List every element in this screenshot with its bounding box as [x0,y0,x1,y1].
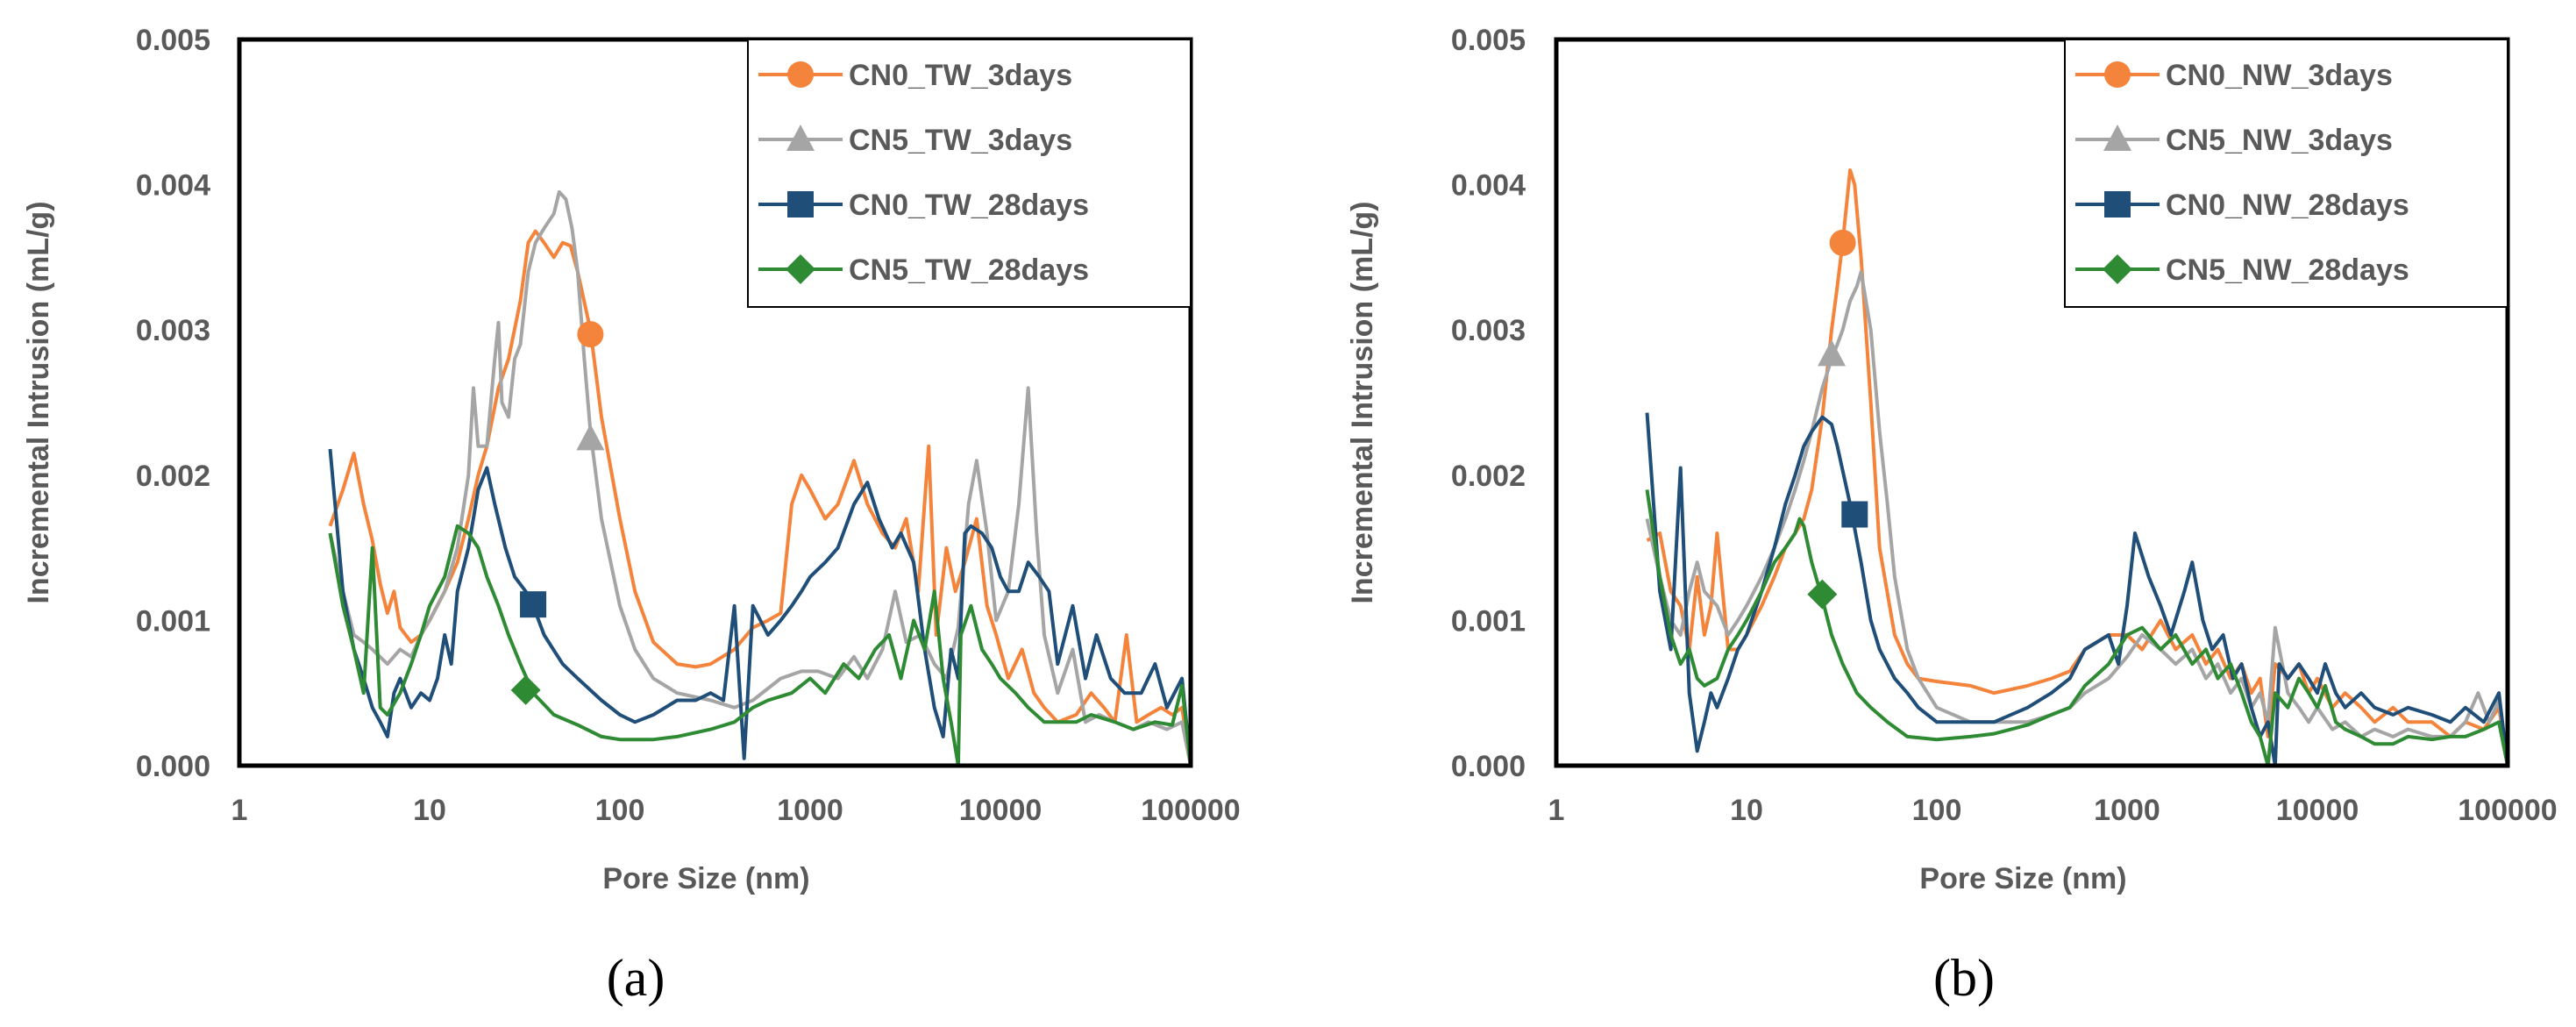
y-tick-label: 0.002 [136,460,210,493]
y-tick-label: 0.004 [1451,169,1526,203]
legend: CN0_TW_3days CN5_TW_3days CN0_TW_28days CN5… [747,39,1192,308]
series-marker-CN5_NW_3days [1818,339,1847,367]
y-tick-label: 0.001 [1451,604,1526,638]
legend-label: CN0_TW_28days [849,189,1089,222]
y-axis-label: Incremental Intrusion (mL/g) [22,201,55,603]
x-tick-label: 10000 [2276,794,2359,827]
series-line-CN5_TW_3days [328,189,1191,766]
legend-marker-CN5_NW_28days [2103,254,2132,284]
y-tick-label: 0.004 [136,169,210,203]
legend: CN0_NW_3days CN5_NW_3days CN0_NW_28days CN5… [2064,39,2508,308]
x-tick-label: 10000 [959,794,1042,827]
x-tick-label: 1 [231,794,248,827]
x-tick-label: 1000 [2094,794,2160,827]
x-axis-label: Pore Size (nm) [1919,862,2126,895]
series-marker-CN5_TW_3days [576,424,605,451]
x-tick-label: 100000 [2458,794,2557,827]
legend-marker-CN0_TW_28days [787,191,814,218]
series-marker-CN0_TW_28days [520,591,547,618]
x-tick-label: 1000 [777,794,843,827]
x-tick-label: 100 [1912,794,1962,827]
x-tick-label: 1 [1548,794,1565,827]
series-marker-CN5_NW_28days [1807,579,1838,610]
legend-label: CN5_NW_28days [2166,253,2409,287]
y-tick-label: 0.000 [136,750,210,783]
legend-label: CN0_TW_3days [849,59,1072,92]
series-marker-CN5_TW_28days [510,674,541,705]
legend-label: CN5_NW_3days [2166,124,2393,157]
y-tick-label: 0.002 [1451,460,1526,493]
series-line-CN0_NW_28days [1645,412,2508,766]
x-tick-label: 10 [1730,794,1763,827]
chart-panel-a: 0.000 0.001 0.002 0.003 0.004 0.005 1 10 100 1000… [22,24,1241,1007]
chart-panel-b: 0.000 0.001 0.002 0.003 0.004 0.005 1 10 100 1000… [1346,24,2558,1007]
legend-label: CN5_TW_3days [849,124,1072,157]
series-marker-CN0_NW_3days [1829,229,1856,256]
plot-border [237,37,1193,768]
series-line-CN5_NW_28days [1645,489,2508,766]
y-tick-label: 0.003 [1451,314,1526,347]
plot-border [1554,37,2510,768]
legend-label: CN0_NW_3days [2166,59,2393,92]
series-line-CN0_TW_28days [328,448,1191,766]
legend-marker-CN5_TW_28days [786,254,815,284]
x-axis-label: Pore Size (nm) [602,862,809,895]
y-axis-label: Incremental Intrusion (mL/g) [1346,201,1379,603]
series-marker-CN0_TW_3days [577,321,604,348]
legend-box [747,39,1192,308]
y-tick-label: 0.005 [136,24,210,57]
panel-caption: (b) [1933,949,1995,1007]
y-tick-label: 0.005 [1451,24,1526,57]
panel-caption: (a) [607,949,665,1007]
legend-marker-CN0_NW_3days [2104,61,2131,88]
legend-label: CN0_NW_28days [2166,189,2409,222]
x-tick-label: 100 [595,794,645,827]
y-tick-label: 0.000 [1451,750,1526,783]
legend-marker-CN5_TW_3days [786,125,815,151]
legend-box [2064,39,2508,308]
legend-marker-CN0_NW_28days [2104,191,2131,218]
legend-label: CN5_TW_28days [849,253,1089,287]
legend-marker-CN0_TW_3days [787,61,814,88]
y-tick-label: 0.003 [136,314,210,347]
x-tick-label: 10 [413,794,446,827]
series-marker-CN0_NW_28days [1841,501,1868,528]
legend-marker-CN5_NW_3days [2103,125,2131,151]
series-line-CN5_TW_28days [328,524,1191,766]
x-tick-label: 100000 [1141,794,1240,827]
y-tick-label: 0.001 [136,604,210,638]
